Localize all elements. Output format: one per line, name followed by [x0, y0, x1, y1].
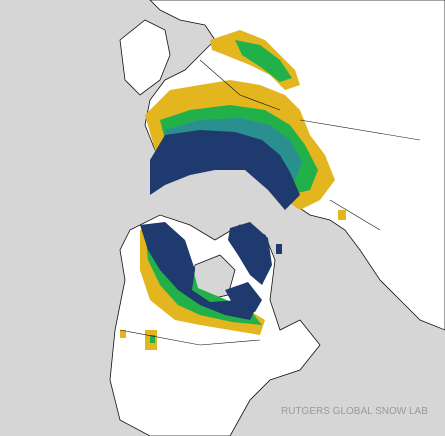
- greenland: [119, 19, 171, 96]
- snow-patch: [150, 335, 155, 343]
- snow-quebec: [225, 282, 262, 312]
- snow-arctic-archipelago: [228, 222, 272, 285]
- snow-eurasia-deep: [150, 130, 300, 210]
- credit: RUTGERS GLOBAL SNOW LAB: [281, 406, 428, 417]
- snow-patch: [338, 210, 346, 220]
- snow-na-deep: [140, 222, 255, 320]
- snow-patch: [276, 244, 282, 254]
- snow-europe-green: [235, 40, 292, 82]
- borders: [119, 59, 421, 346]
- snow-patch: [120, 330, 126, 338]
